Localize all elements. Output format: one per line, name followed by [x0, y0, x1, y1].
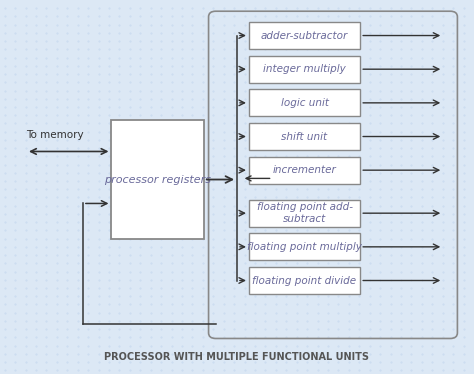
Bar — [111, 120, 204, 239]
Bar — [249, 56, 360, 83]
Bar — [249, 123, 360, 150]
Text: floating point divide: floating point divide — [253, 276, 356, 285]
Text: processor registers: processor registers — [104, 175, 211, 184]
Bar — [249, 267, 360, 294]
Bar — [249, 22, 360, 49]
Text: floating point add-
subtract: floating point add- subtract — [256, 202, 353, 224]
Text: integer multiply: integer multiply — [263, 64, 346, 74]
Text: adder-subtractor: adder-subtractor — [261, 31, 348, 40]
Bar — [249, 157, 360, 184]
Text: To memory: To memory — [26, 130, 84, 140]
Bar — [249, 200, 360, 227]
Text: shift unit: shift unit — [282, 132, 328, 141]
Bar — [249, 233, 360, 260]
Text: floating point multiply: floating point multiply — [247, 242, 362, 252]
Text: incrementer: incrementer — [273, 165, 337, 175]
Bar — [249, 89, 360, 116]
Text: PROCESSOR WITH MULTIPLE FUNCTIONAL UNITS: PROCESSOR WITH MULTIPLE FUNCTIONAL UNITS — [104, 352, 370, 362]
Text: logic unit: logic unit — [281, 98, 328, 108]
